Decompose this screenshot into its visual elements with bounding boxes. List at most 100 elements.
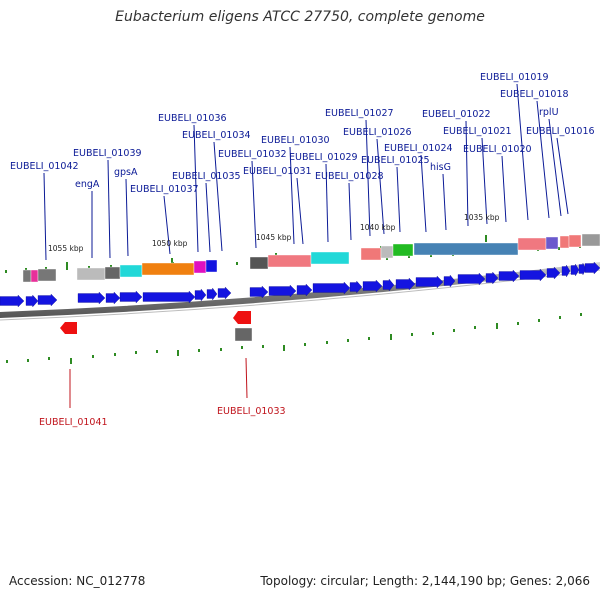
forward-gene-arrow bbox=[498, 269, 520, 283]
cog-segment bbox=[234, 327, 253, 342]
cog-segment bbox=[193, 260, 207, 274]
accession-text: Accession: NC_012778 bbox=[9, 574, 146, 588]
cog-segment bbox=[310, 251, 350, 265]
gene-label: EUBELI_01039 bbox=[73, 148, 142, 159]
gene-label: EUBELI_01026 bbox=[343, 127, 412, 138]
cog-segment bbox=[380, 245, 394, 259]
scale-tick bbox=[326, 341, 328, 344]
cog-segment bbox=[141, 262, 195, 276]
forward-gene-arrow bbox=[249, 285, 269, 299]
gene-label-leader bbox=[289, 146, 295, 245]
reverse-gene-arrow bbox=[233, 311, 251, 324]
scale-tick bbox=[92, 355, 94, 358]
scale-tick bbox=[156, 350, 158, 353]
gene-label-leader bbox=[442, 173, 447, 231]
gene-label: EUBELI_01031 bbox=[243, 166, 312, 177]
forward-gene-arrow bbox=[37, 293, 58, 307]
scale-tick bbox=[368, 337, 370, 340]
gene-label: rplU bbox=[539, 107, 559, 118]
gene-label-leader bbox=[365, 119, 371, 237]
gene-label-leader bbox=[205, 182, 211, 253]
gene-label-leader bbox=[376, 138, 385, 235]
cog-segment bbox=[249, 256, 269, 270]
forward-gene-arrow bbox=[77, 291, 106, 305]
forward-gene-arrow bbox=[217, 286, 232, 300]
gene-label: hisG bbox=[430, 162, 451, 173]
cog-segment bbox=[104, 266, 121, 280]
scale-tick bbox=[135, 351, 137, 354]
scale-tick bbox=[70, 358, 72, 364]
gene-label: EUBELI_01041 bbox=[39, 417, 108, 428]
scale-tick bbox=[347, 339, 349, 342]
gene-label-leader bbox=[125, 178, 129, 257]
gene-label: EUBELI_01024 bbox=[384, 143, 453, 154]
forward-gene-arrow bbox=[584, 261, 600, 275]
cog-segment bbox=[517, 237, 547, 251]
scale-tick-major bbox=[485, 235, 487, 242]
scale-tick bbox=[408, 255, 410, 258]
cog-segment bbox=[568, 234, 582, 248]
forward-gene-arrow bbox=[25, 294, 39, 308]
forward-gene-arrow bbox=[443, 274, 456, 288]
forward-gene-arrow bbox=[519, 268, 547, 282]
genome-title: Eubacterium eligens ATCC 27750, complete… bbox=[115, 9, 485, 25]
scale-tick bbox=[6, 360, 8, 363]
gene-label: EUBELI_01033 bbox=[217, 406, 286, 417]
gene-label-leader bbox=[396, 166, 401, 233]
scale-tick bbox=[177, 350, 179, 356]
gene-label-leader bbox=[348, 182, 352, 241]
cog-segment bbox=[37, 268, 57, 282]
gene-label: EUBELI_01025 bbox=[361, 155, 430, 166]
cog-segment bbox=[413, 242, 519, 256]
scale-tick bbox=[411, 333, 413, 336]
scale-tick bbox=[580, 313, 582, 316]
scale-label: 1035 kbp bbox=[464, 213, 500, 222]
scale-tick-major bbox=[66, 262, 68, 269]
reverse-gene-arrow bbox=[60, 322, 77, 334]
scale-tick bbox=[430, 254, 432, 257]
gene-label-leader bbox=[213, 141, 223, 252]
forward-gene-arrow bbox=[570, 263, 580, 277]
scale-tick bbox=[432, 332, 434, 335]
gene-label-leader bbox=[481, 137, 488, 225]
gene-label: EUBELI_01020 bbox=[463, 144, 532, 155]
scale-tick bbox=[45, 267, 47, 270]
scale-tick bbox=[517, 322, 519, 325]
gene-label: engA bbox=[75, 179, 100, 190]
scale-tick bbox=[390, 334, 392, 340]
backbone-shadow bbox=[0, 269, 600, 321]
gene-label: EUBELI_01042 bbox=[10, 161, 79, 172]
gene-label: EUBELI_01022 bbox=[422, 109, 491, 120]
gene-label-leader bbox=[43, 172, 47, 261]
scale-tick bbox=[48, 357, 50, 360]
scale-tick bbox=[283, 345, 285, 351]
forward-gene-arrow bbox=[105, 291, 121, 305]
scale-tick bbox=[474, 326, 476, 329]
gene-label: EUBELI_01028 bbox=[315, 171, 384, 182]
scale-tick bbox=[25, 268, 27, 271]
gene-label: EUBELI_01032 bbox=[218, 149, 287, 160]
scale-tick bbox=[262, 345, 264, 348]
gene-label-leader bbox=[420, 154, 427, 233]
gene-label: EUBELI_01021 bbox=[443, 126, 512, 137]
forward-gene-arrow bbox=[206, 287, 218, 301]
genome-summary-text: Topology: circular; Length: 2,144,190 bp… bbox=[260, 574, 590, 588]
gene-label-leader bbox=[465, 120, 469, 227]
gene-label: EUBELI_01030 bbox=[261, 135, 330, 146]
forward-gene-arrow bbox=[296, 283, 313, 297]
gene-label-leader bbox=[251, 160, 257, 249]
forward-gene-arrow bbox=[561, 264, 571, 278]
scale-tick bbox=[241, 346, 243, 349]
gene-label-leader bbox=[516, 83, 529, 221]
gene-label-leader bbox=[548, 118, 562, 217]
gene-label: EUBELI_01027 bbox=[325, 108, 394, 119]
cog-segment bbox=[119, 264, 143, 278]
gene-label-leader bbox=[107, 159, 111, 259]
gene-label: EUBELI_01019 bbox=[480, 72, 549, 83]
scale-tick bbox=[304, 343, 306, 346]
forward-gene-arrow bbox=[415, 275, 444, 289]
forward-gene-arrow bbox=[268, 284, 297, 298]
gene-label: EUBELI_01035 bbox=[172, 171, 241, 182]
scale-tick bbox=[558, 247, 560, 250]
